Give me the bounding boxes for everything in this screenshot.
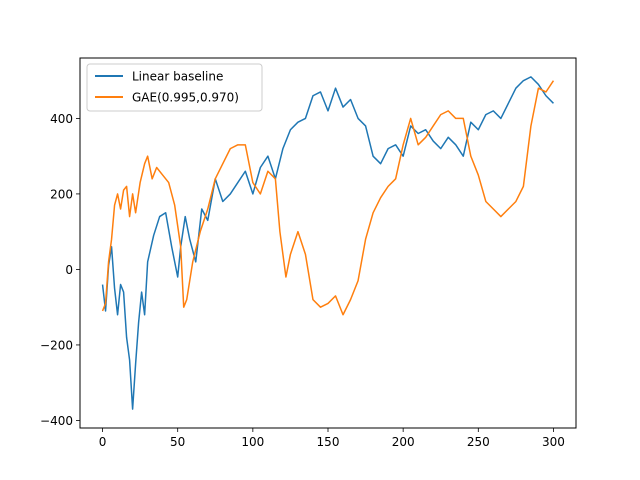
y-tick-label: −400 [40,414,73,428]
y-tick-label: 200 [50,187,73,201]
x-tick-label: 200 [392,435,415,449]
y-tick-label: −200 [40,338,73,352]
series-line-gae [101,80,555,316]
legend-box [86,63,263,112]
y-axis-ticks: −400 −200 0 200 400 [40,112,80,428]
series-line-linear-baseline [101,76,554,410]
x-tick-label: 100 [241,435,264,449]
legend: Linear baseline GAE(0.995,0.970) [86,63,263,112]
x-tick-label: 250 [467,435,490,449]
y-tick-label: 400 [50,112,73,126]
x-axis-ticks: 0 50 100 150 200 250 300 [99,428,565,449]
x-tick-label: 300 [542,435,565,449]
series-layer [101,76,555,410]
x-tick-label: 0 [99,435,107,449]
x-tick-label: 50 [170,435,185,449]
legend-label-linear-baseline: Linear baseline [132,70,223,84]
x-tick-label: 150 [317,435,340,449]
y-tick-label: 0 [65,263,73,277]
legend-label-gae: GAE(0.995,0.970) [132,91,239,105]
